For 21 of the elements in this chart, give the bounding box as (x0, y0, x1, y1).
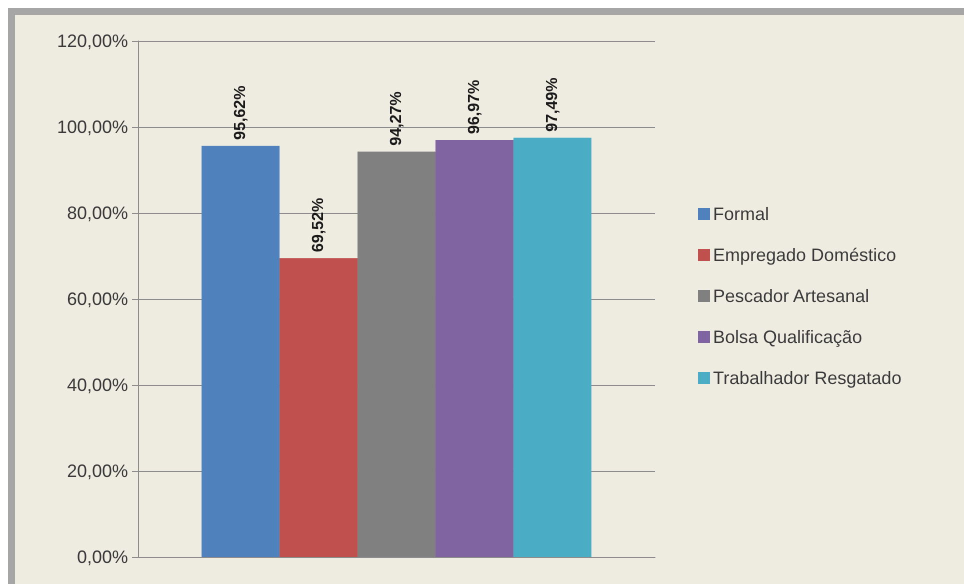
bar (202, 146, 280, 557)
legend-label: Bolsa Qualificação (713, 327, 862, 347)
data-label: 95,62% (232, 86, 250, 140)
y-tick-label: 100,00% (56, 117, 128, 137)
bar (280, 258, 358, 557)
bar (435, 140, 514, 557)
y-tick-label: 0,00% (76, 547, 128, 567)
legend-label: Pescador Artesanal (713, 286, 870, 306)
y-tick-label: 80,00% (66, 203, 128, 223)
legend-label: Empregado Doméstico (713, 245, 896, 265)
y-tick-label: 40,00% (66, 375, 128, 395)
data-label: 97,49% (544, 78, 561, 132)
data-label: 94,27% (388, 91, 405, 146)
data-label: 69,52% (310, 198, 328, 252)
y-tick-label: 120,00% (56, 31, 128, 51)
y-tick-label: 20,00% (66, 461, 128, 481)
legend-label: Formal (713, 204, 770, 224)
y-tick-label: 60,00% (66, 289, 128, 309)
legend-label: Trabalhador Resgatado (713, 368, 902, 388)
data-label: 96,97% (466, 80, 483, 134)
bar (513, 138, 592, 557)
